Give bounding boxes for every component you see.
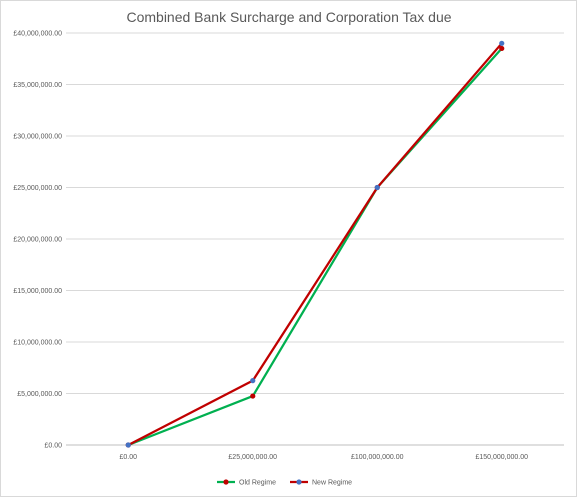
legend-item: New Regime [290, 479, 352, 487]
legend-marker-swatch [296, 479, 302, 485]
legend-marker-swatch [223, 479, 229, 485]
legend-label: New Regime [312, 480, 352, 487]
y-tick-label: £35,000,000.00 [13, 82, 62, 89]
data-point [250, 393, 256, 399]
y-tick-label: £40,000,000.00 [13, 31, 62, 38]
data-point [499, 45, 505, 52]
legend: Old Regime New Regime [217, 479, 352, 487]
y-tick-label: £15,000,000.00 [13, 288, 62, 295]
y-tick-label: £10,000,000.00 [13, 340, 62, 347]
data-point [250, 378, 256, 384]
y-tick-label: £20,000,000.00 [13, 237, 62, 244]
series-line [127, 47, 503, 447]
y-axis-ticks: £0.00 £5,000,000.00 £10,000,000.00 £15,000,… [13, 31, 62, 450]
x-tick-label: £150,000,000.00 [475, 454, 528, 461]
x-tick-label: £25,000,000.00 [228, 454, 277, 461]
x-axis-ticks: £0.00 £25,000,000.00 £100,000,000.00 £150,0… [119, 454, 528, 461]
y-tick-label: £0.00 [44, 443, 62, 450]
series-line [127, 42, 503, 447]
gridlines [66, 32, 564, 446]
y-tick-label: £5,000,000.00 [17, 391, 62, 398]
data-point [374, 184, 380, 191]
x-tick-label: £0.00 [119, 454, 137, 461]
data-point [125, 442, 131, 448]
chart-title: Combined Bank Surcharge and Corporation … [126, 9, 451, 25]
x-tick-label: £100,000,000.00 [351, 454, 404, 461]
y-tick-label: £30,000,000.00 [13, 134, 62, 141]
legend-label: Old Regime [239, 480, 276, 487]
y-tick-label: £25,000,000.00 [13, 185, 62, 192]
legend-item: Old Regime [217, 479, 276, 487]
series-group [125, 40, 505, 448]
data-point [499, 40, 505, 46]
